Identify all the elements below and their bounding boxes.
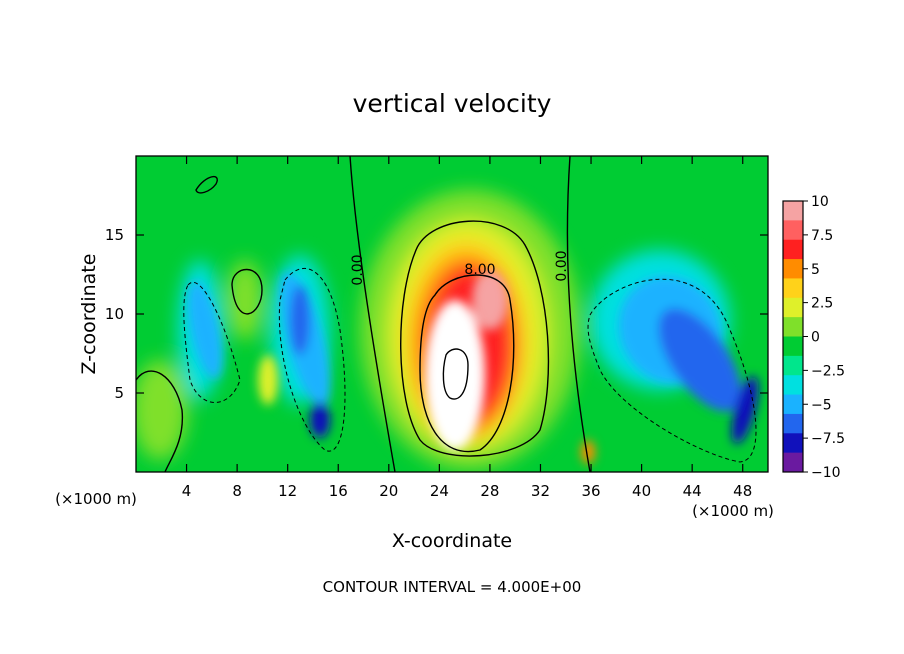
- colorbar-swatch: [783, 433, 803, 454]
- x-tick-label: 28: [480, 482, 499, 500]
- x-tick-label: 24: [430, 482, 449, 500]
- colorbar-tick-label: −2.5: [811, 363, 845, 379]
- colorbar: 10 7.5 5 2.5 0 −2.5 −5 −7.5 −10: [782, 194, 845, 481]
- colorbar-tick-label: −7.5: [811, 431, 845, 447]
- colorbar-swatch: [783, 239, 803, 260]
- colorbar-tick-label: 10: [811, 194, 829, 210]
- colorbar-swatch: [783, 220, 803, 241]
- x-tick-label: 12: [278, 482, 297, 500]
- colorbar-swatch: [783, 201, 803, 221]
- colorbar-tick-label: −5: [811, 397, 832, 413]
- colorbar-tick-label: 2.5: [811, 296, 833, 312]
- y-tick-label: 5: [114, 384, 124, 402]
- x-axis-label: X-coordinate: [392, 530, 512, 552]
- x-tick-label: 8: [232, 482, 242, 500]
- colorbar-swatch: [783, 452, 803, 473]
- colorbar-swatch: [783, 375, 803, 396]
- contour-label-left: 0.00: [350, 254, 366, 285]
- x-tick-label: 32: [531, 482, 550, 500]
- colorbar-tick-label: 7.5: [811, 228, 833, 244]
- x-tick-label: 16: [329, 482, 348, 500]
- colorbar-swatch: [783, 413, 803, 434]
- colorbar-tick-label: 0: [811, 330, 820, 346]
- colorbar-swatch: [783, 278, 803, 299]
- colorbar-swatch: [783, 317, 803, 337]
- x-tick-label: 4: [182, 482, 192, 500]
- colorbar-swatch: [783, 259, 803, 279]
- y-tick-label: 15: [105, 226, 124, 244]
- colorbar-tick-label: 5: [811, 262, 820, 278]
- contour-interval-text: CONTOUR INTERVAL = 4.000E+00: [323, 578, 582, 596]
- x-axis-ticks: 4 8 12 16 20 24 28 32 36 40 44 48: [182, 156, 752, 500]
- x-tick-label: 20: [379, 482, 398, 500]
- colorbar-swatch: [783, 297, 803, 318]
- y-axis-ticks: 5 10 15: [105, 226, 768, 402]
- x-unit-label-right: (×1000 m): [692, 502, 774, 520]
- chart-title: vertical velocity: [353, 89, 552, 118]
- x-unit-label-left: (×1000 m): [55, 490, 137, 508]
- y-tick-label: 10: [105, 305, 124, 323]
- x-tick-label: 44: [683, 482, 702, 500]
- x-tick-label: 36: [581, 482, 600, 500]
- contour-label-right: 0.00: [554, 250, 570, 281]
- y-axis-label: Z-coordinate: [78, 254, 100, 375]
- colorbar-swatch: [783, 336, 803, 357]
- contour-label-center: 8.00: [464, 262, 495, 278]
- x-tick-label: 40: [632, 482, 651, 500]
- colorbar-tick-label: −10: [811, 465, 841, 481]
- x-tick-label: 48: [733, 482, 752, 500]
- colorbar-swatch: [783, 355, 803, 376]
- plot-area: [136, 156, 768, 472]
- colorbar-swatch: [783, 394, 803, 415]
